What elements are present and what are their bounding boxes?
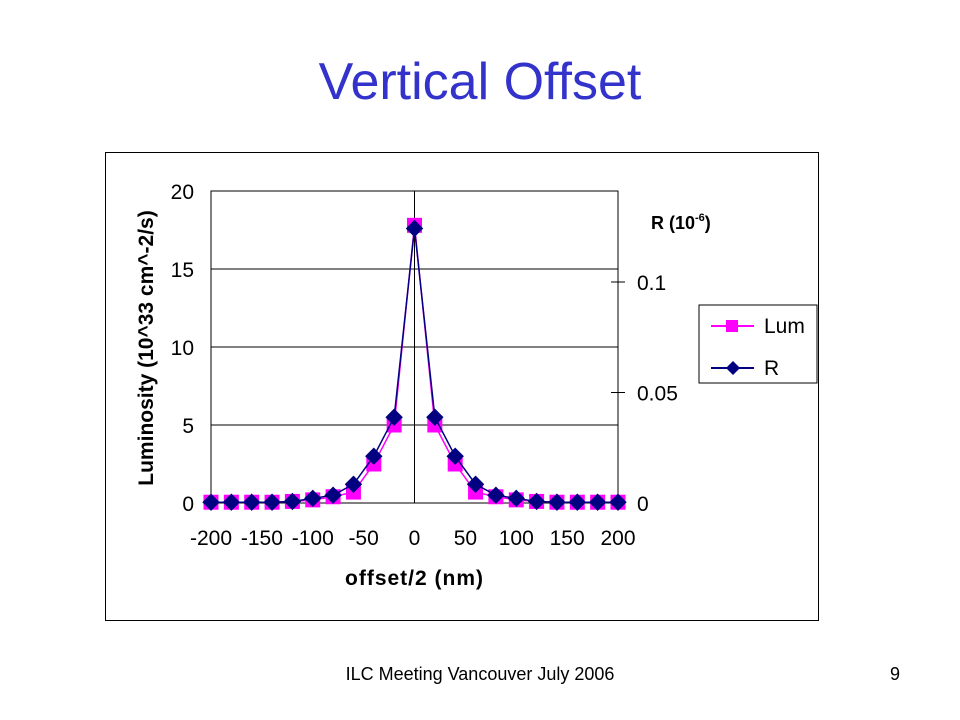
footer-meeting-text: ILC Meeting Vancouver July 2006 <box>345 664 615 684</box>
x-tick-label: 150 <box>550 527 585 550</box>
y-axis-title: Luminosity (10^33 cm^-2/s) <box>135 210 158 485</box>
y-tick-label: 20 <box>171 181 194 204</box>
legend-label-r: R <box>764 357 779 380</box>
x-tick-label: -200 <box>190 527 232 550</box>
y2-axis-title: R (10-6) <box>651 212 711 233</box>
r-point <box>304 489 322 508</box>
legend-marker-r <box>726 361 740 375</box>
r-point <box>446 447 464 465</box>
x-tick-label: 50 <box>454 527 477 550</box>
y2-tick-label: 0.1 <box>637 272 666 295</box>
r-point <box>466 475 485 493</box>
page-number: 9 <box>889 664 900 684</box>
y2-tick-label: 0 <box>637 493 649 516</box>
r-point <box>507 489 525 508</box>
y2-axis-title-exponent: -6 <box>695 212 705 224</box>
y-tick-label: 0 <box>182 493 194 516</box>
r-point <box>283 492 302 511</box>
r-point <box>242 493 261 511</box>
r-point <box>263 493 281 511</box>
x-axis-title: offset/2 (nm) <box>345 567 484 590</box>
x-tick-label: 100 <box>499 527 534 550</box>
r-point <box>202 493 220 511</box>
legend-marker-lum <box>726 320 738 332</box>
r-point <box>324 486 342 504</box>
x-tick-label: -100 <box>292 527 334 550</box>
x-tick-label: 0 <box>409 527 421 550</box>
r-point <box>222 493 241 511</box>
legend-label-lum: Lum <box>764 315 805 338</box>
r-point <box>548 493 566 511</box>
chart-frame: 0 5 10 15 20 -200 -150 -100 -50 0 50 100 150 200 0 0.05… <box>105 152 819 621</box>
r-point <box>487 486 505 504</box>
x-tick-label: -50 <box>348 527 378 550</box>
y-tick-label: 15 <box>171 259 194 282</box>
r-point <box>527 492 546 511</box>
r-point <box>405 219 424 238</box>
r-point <box>385 408 403 426</box>
y-tick-label: 10 <box>171 337 194 360</box>
slide-title: Vertical Offset <box>318 53 642 111</box>
r-point <box>568 493 587 511</box>
r-point <box>365 447 383 465</box>
r-point <box>344 475 363 493</box>
x-tick-label: 200 <box>600 527 635 550</box>
chart-legend: Lum R <box>698 304 818 384</box>
y-tick-label: 5 <box>182 415 194 438</box>
chart-axes <box>210 190 625 504</box>
r-point <box>426 408 444 426</box>
r-point <box>609 493 627 511</box>
y2-axis-title-close: ) <box>705 213 711 233</box>
y2-tick-label: 0.05 <box>637 383 678 406</box>
legend-box <box>698 304 818 384</box>
r-point <box>588 493 607 511</box>
chart-series <box>202 217 627 511</box>
x-tick-label: -150 <box>241 527 283 550</box>
